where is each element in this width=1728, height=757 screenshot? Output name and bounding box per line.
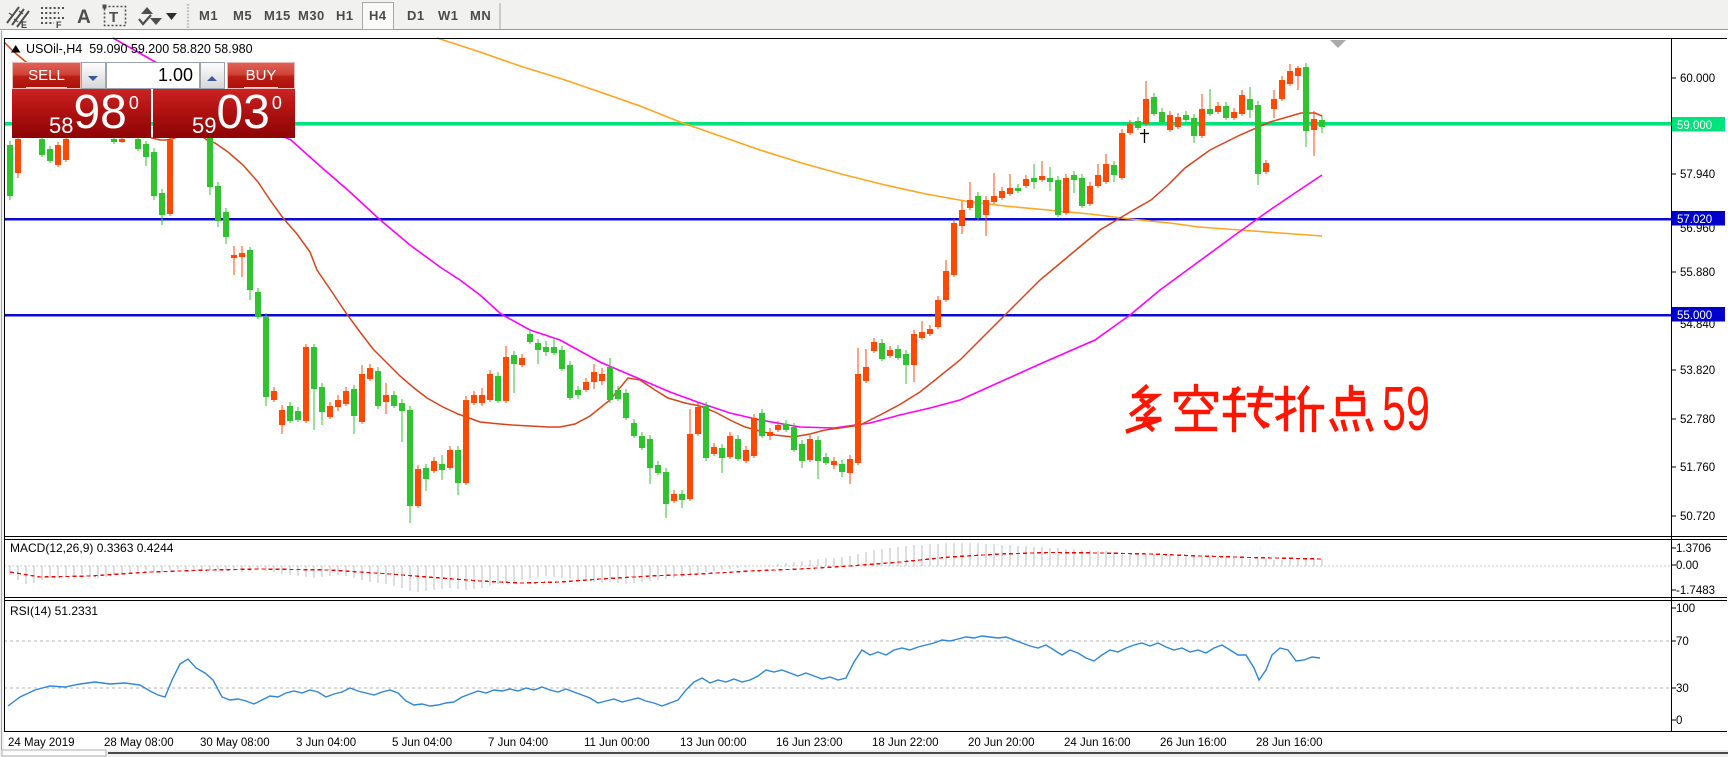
svg-text:59.000: 59.000 bbox=[1677, 120, 1712, 132]
svg-text:7 Jun 04:00: 7 Jun 04:00 bbox=[488, 737, 548, 749]
svg-text:0: 0 bbox=[1676, 715, 1682, 727]
svg-text:0.00: 0.00 bbox=[1676, 560, 1698, 572]
svg-text:50.720: 50.720 bbox=[1680, 511, 1715, 523]
svg-text:60.000: 60.000 bbox=[1680, 73, 1715, 85]
svg-text:F: F bbox=[56, 20, 62, 30]
svg-text:18 Jun 22:00: 18 Jun 22:00 bbox=[872, 737, 939, 749]
svg-text:E: E bbox=[21, 20, 27, 30]
svg-text:5 Jun 04:00: 5 Jun 04:00 bbox=[392, 737, 452, 749]
svg-text:-1.7483: -1.7483 bbox=[1676, 585, 1715, 597]
svg-text:24 Jun 16:00: 24 Jun 16:00 bbox=[1064, 737, 1131, 749]
svg-text:11 Jun 00:00: 11 Jun 00:00 bbox=[584, 737, 650, 749]
svg-text:26 Jun 16:00: 26 Jun 16:00 bbox=[1160, 737, 1227, 749]
svg-text:16 Jun 23:00: 16 Jun 23:00 bbox=[776, 737, 843, 749]
svg-text:T: T bbox=[109, 9, 118, 26]
svg-text:A: A bbox=[77, 7, 91, 28]
svg-text:28 May 08:00: 28 May 08:00 bbox=[104, 737, 174, 749]
svg-text:52.780: 52.780 bbox=[1680, 414, 1715, 426]
svg-text:28 Jun 16:00: 28 Jun 16:00 bbox=[1256, 737, 1323, 749]
svg-text:59: 59 bbox=[1382, 375, 1430, 444]
svg-text:57.940: 57.940 bbox=[1680, 169, 1715, 181]
svg-text:1.3706: 1.3706 bbox=[1676, 543, 1711, 555]
svg-text:51.760: 51.760 bbox=[1680, 462, 1715, 474]
svg-text:MACD(12,26,9) 0.3363 0.4244: MACD(12,26,9) 0.3363 0.4244 bbox=[10, 541, 174, 555]
svg-text:70: 70 bbox=[1676, 636, 1689, 648]
svg-text:3 Jun 04:00: 3 Jun 04:00 bbox=[296, 737, 356, 749]
svg-text:55.880: 55.880 bbox=[1680, 267, 1715, 279]
svg-text:54.840: 54.840 bbox=[1680, 319, 1715, 331]
svg-text:24 May 2019: 24 May 2019 bbox=[8, 737, 75, 749]
svg-text:30 May 08:00: 30 May 08:00 bbox=[200, 737, 270, 749]
svg-text:53.820: 53.820 bbox=[1680, 365, 1715, 377]
svg-text:57.020: 57.020 bbox=[1677, 214, 1712, 226]
svg-text:USOil-,H4 59.090 59.200 58.82: USOil-,H4 59.090 59.200 58.820 58.980 bbox=[26, 42, 253, 56]
svg-text:13 Jun 00:00: 13 Jun 00:00 bbox=[680, 737, 747, 749]
svg-text:20 Jun 20:00: 20 Jun 20:00 bbox=[968, 737, 1035, 749]
svg-text:55.000: 55.000 bbox=[1677, 310, 1712, 322]
svg-text:100: 100 bbox=[1676, 603, 1695, 615]
svg-text:RSI(14) 51.2331: RSI(14) 51.2331 bbox=[10, 604, 98, 618]
svg-text:56.960: 56.960 bbox=[1680, 223, 1715, 235]
svg-text:30: 30 bbox=[1676, 683, 1689, 695]
